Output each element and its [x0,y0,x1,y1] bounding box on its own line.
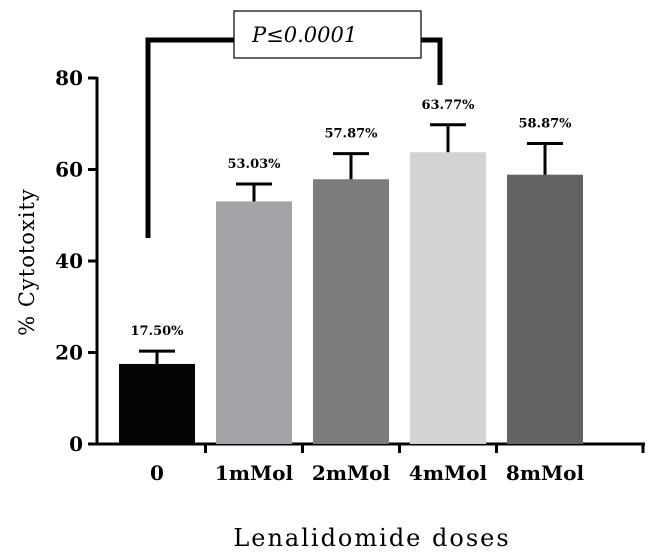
category-label: 2mMol [312,461,391,485]
category-label: 4mMol [409,461,488,485]
data-label: 53.03% [227,157,281,172]
bar-0 [119,363,195,444]
bar-8mmol [507,174,583,445]
bar-1mmol [216,201,292,444]
y-tick-label: 60 [55,158,83,182]
significance-bracket [145,37,443,238]
category-label: 1mMol [215,461,294,485]
y-axis-label: % Cytotoxity [15,188,39,336]
bar-4mmol [410,152,486,444]
data-label: 63.77% [421,98,475,113]
labels: 17.50% 0 53.03% 1mMol 57.87% 2mMol 63.77% 4mMol… [130,98,584,485]
data-label: 58.87% [518,117,572,132]
data-label: 57.87% [324,127,378,142]
p-value-text: P≤0.0001 [251,23,357,47]
data-label: 17.50% [130,324,184,339]
y-tick-label: 0 [69,432,83,456]
bars [119,123,583,445]
y-tick-label: 80 [55,66,83,90]
significance-annotation: P≤0.0001 [145,10,443,238]
x-axis-label: Lenalidomide doses [233,524,510,552]
category-label: 8mMol [506,461,585,485]
p-value-box [233,10,422,59]
bar-2mmol [313,179,389,444]
y-tick-label: 20 [55,341,83,365]
y-tick-label: 40 [55,249,83,273]
category-label: 0 [150,461,164,485]
